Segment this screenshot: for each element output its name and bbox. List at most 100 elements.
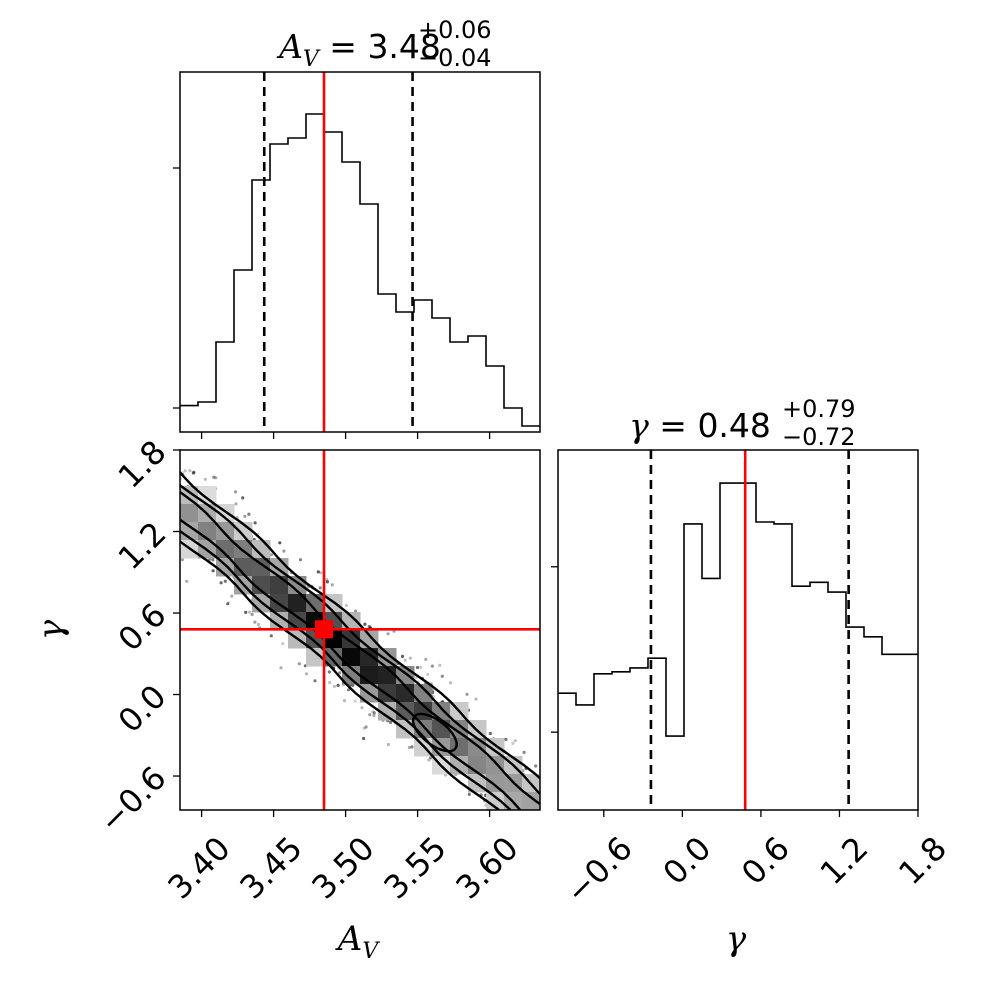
joint-scatter-point — [166, 503, 169, 506]
hist-gamma-panel: −0.6 0.0 0.6 1.2 1.8 γ = 0.48 +0.79 −0.72 γ — [551, 395, 954, 959]
joint-scatter-point — [155, 490, 158, 493]
joint-scatter-point — [318, 586, 322, 590]
joint-scatter-point — [116, 486, 119, 489]
joint-scatter-point — [389, 720, 393, 725]
hist-av-ticks — [173, 167, 491, 439]
joint-scatter-point — [230, 594, 234, 598]
joint-ytick-label: −0.6 — [92, 759, 174, 841]
joint-scatter-point — [327, 670, 331, 674]
joint-scatter-point — [226, 602, 230, 606]
joint-density-cell — [450, 720, 469, 739]
joint-density-cell — [414, 684, 433, 703]
joint-scatter-point — [551, 807, 554, 810]
joint-scatter-point — [111, 487, 114, 490]
joint-scatter-point — [368, 713, 372, 717]
joint-scatter-point — [278, 541, 282, 545]
hist-gamma-bin — [666, 736, 684, 810]
joint-density-cell — [324, 648, 343, 667]
hist-av-title-minus: −0.04 — [418, 44, 492, 72]
joint-scatter-point — [161, 504, 164, 507]
joint-scatter-point — [111, 460, 114, 463]
joint-scatter-point — [116, 478, 119, 481]
joint-scatter-point — [142, 501, 145, 504]
joint-scatter-point — [151, 486, 154, 489]
joint-scatter-point — [513, 739, 517, 743]
joint-scatter-point — [159, 502, 162, 505]
joint-scatter-point — [364, 725, 368, 729]
joint-scatter-point — [248, 610, 252, 614]
hist-av-title: AV = 3.48 — [276, 27, 441, 72]
joint-scatter-point — [166, 519, 169, 522]
joint-scatter-point — [180, 558, 184, 562]
joint-scatter-point — [108, 460, 111, 463]
hist-gamma-bin — [774, 524, 792, 810]
joint-scatter-point — [440, 674, 444, 678]
joint-scatter-point — [313, 679, 317, 683]
hist-gamma-quantile-lines — [649, 450, 850, 810]
joint-scatter-point — [338, 671, 342, 675]
hist-av-bin — [216, 342, 234, 432]
joint-scatter-point — [158, 477, 161, 480]
joint-scatter-point — [407, 746, 411, 750]
joint-scatter-point — [154, 501, 157, 504]
hist-av-bin — [432, 318, 450, 432]
joint-ticks: 3.403.453.503.553.60 −0.6 0.0 0.6 1.2 1.8 — [92, 433, 526, 907]
hist-av-bin — [252, 180, 270, 432]
joint-truth-lines — [180, 450, 540, 810]
joint-scatter-point — [173, 525, 176, 528]
joint-scatter-point — [173, 486, 176, 489]
hist-gamma-bin — [738, 483, 756, 810]
joint-scatter-point — [122, 487, 125, 490]
joint-scatter-point — [94, 470, 97, 473]
joint-scatter-point — [85, 464, 88, 467]
joint-scatter-point — [136, 497, 139, 500]
joint-scatter-point — [203, 477, 207, 481]
joint-scatter-point — [98, 474, 101, 477]
hist-gamma-bin — [576, 705, 594, 810]
joint-scatter-point — [504, 737, 508, 742]
hist-gamma-title-plus: +0.79 — [782, 395, 856, 423]
joint-scatter-point — [147, 492, 150, 495]
joint-scatter-point — [166, 475, 169, 478]
joint-scatter-point — [152, 508, 155, 511]
joint-scatter-point — [372, 711, 376, 715]
joint-scatter-point — [161, 487, 164, 490]
joint-scatter-point — [354, 609, 358, 613]
joint-scatter-point — [256, 622, 260, 627]
joint-scatter-point — [551, 800, 554, 803]
joint-truth-marker — [315, 620, 333, 639]
joint-density-cell — [252, 576, 271, 595]
joint-density-cell — [360, 630, 379, 649]
hist-gamma-bin — [702, 578, 720, 810]
hist-av-title-plus: +0.06 — [418, 16, 492, 44]
joint-scatter-point — [362, 726, 366, 730]
joint-scatter-point — [103, 466, 106, 469]
joint-scatter-point — [85, 454, 88, 457]
joint-scatter-point — [165, 500, 168, 503]
hist-gamma-title-var: γ — [629, 406, 649, 445]
hist-gamma-bin — [594, 674, 612, 810]
joint-scatter-point — [400, 654, 405, 659]
joint-density-cell — [522, 792, 540, 810]
joint-scatter-point — [269, 634, 273, 638]
hist-gamma-xlabel: γ — [726, 919, 747, 959]
joint-scatter-point — [142, 494, 145, 497]
joint-scatter-point — [534, 764, 538, 768]
hist-gamma-xtick-label: 0.0 — [656, 829, 719, 892]
joint-scatter-point — [553, 798, 556, 801]
hist-av-bin — [288, 138, 306, 432]
joint-xtick-label: 3.40 — [160, 829, 237, 906]
joint-scatter-point — [158, 503, 161, 506]
joint-scatter-point — [211, 558, 215, 562]
joint-scatter-point — [360, 706, 364, 710]
joint-scatter-point — [168, 488, 171, 491]
joint-scatter-point — [386, 742, 390, 747]
joint-ylabel: γ — [31, 619, 71, 640]
joint-density-cell — [450, 756, 469, 775]
joint-scatter-point — [427, 758, 431, 762]
hist-gamma-frame — [557, 449, 919, 811]
joint-scatter-point — [106, 452, 109, 455]
joint-scatter-point — [166, 517, 169, 520]
joint-scatter-point — [547, 790, 550, 793]
joint-scatter-point — [438, 663, 442, 667]
